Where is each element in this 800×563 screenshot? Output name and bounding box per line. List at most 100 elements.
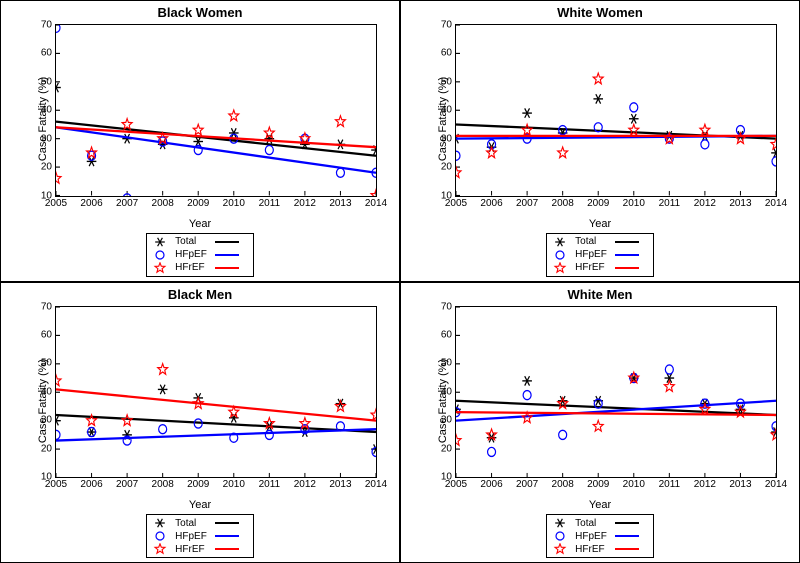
legend: Total HFpEF HFrEF (146, 233, 254, 277)
xtick-label: 2014 (365, 477, 387, 490)
x-axis-label: Year (401, 217, 799, 231)
panel-1: White Women Case Fatality (%) 1020304050… (400, 0, 800, 282)
panel-title: White Men (401, 283, 799, 304)
xtick-label: 2005 (45, 477, 67, 490)
legend-line-hfpef (615, 254, 639, 256)
legend-line-total (615, 522, 639, 524)
ytick-label: 60 (441, 329, 456, 340)
x-axis-label: Year (401, 498, 799, 512)
trendline-hfref (56, 127, 376, 147)
legend-label-hfref: HFrEF (175, 544, 207, 555)
xtick-label: 2008 (552, 477, 574, 490)
ytick-label: 30 (441, 415, 456, 426)
legend-line-hfref (215, 548, 239, 550)
legend-marker-total (553, 236, 567, 248)
xtick-label: 2013 (729, 477, 751, 490)
ytick-label: 70 (441, 301, 456, 312)
chart-box: 10203040506070 2005200620072008200920102… (55, 306, 377, 479)
trendline-hfref (56, 389, 376, 420)
xtick-label: 2009 (587, 196, 609, 209)
chart-box: 10203040506070 2005200620072008200920102… (55, 24, 377, 197)
legend-marker-total (153, 517, 167, 529)
xtick-label: 2005 (445, 477, 467, 490)
ytick-label: 40 (441, 386, 456, 397)
xtick-label: 2010 (223, 477, 245, 490)
legend-label-total: Total (575, 236, 607, 247)
legend-line-hfref (615, 548, 639, 550)
legend-label-hfpef: HFpEF (575, 531, 607, 542)
legend-label-hfref: HFrEF (175, 262, 207, 273)
ytick-label: 50 (441, 358, 456, 369)
legend-marker-hfpef (153, 249, 167, 261)
legend-marker-hfpef (553, 249, 567, 261)
ytick-label: 70 (41, 301, 56, 312)
xtick-label: 2014 (765, 477, 787, 490)
trendline-total (56, 414, 376, 431)
legend-line-total (615, 241, 639, 243)
xtick-label: 2012 (294, 477, 316, 490)
ytick-label: 20 (441, 162, 456, 173)
legend-marker-hfpef (553, 530, 567, 542)
xtick-label: 2008 (552, 196, 574, 209)
legend-label-total: Total (175, 518, 207, 529)
ytick-label: 50 (41, 358, 56, 369)
xtick-label: 2007 (516, 196, 538, 209)
ytick-label: 50 (41, 76, 56, 87)
xtick-label: 2008 (152, 196, 174, 209)
xtick-label: 2006 (480, 477, 502, 490)
ytick-label: 60 (441, 48, 456, 59)
ytick-label: 60 (41, 329, 56, 340)
xtick-label: 2011 (259, 196, 281, 209)
y-axis-label: Case Fatality (%) (437, 359, 449, 443)
xtick-label: 2009 (187, 477, 209, 490)
ytick-label: 40 (441, 105, 456, 116)
xtick-label: 2014 (365, 196, 387, 209)
ytick-label: 20 (41, 443, 56, 454)
legend-label-hfref: HFrEF (575, 544, 607, 555)
xtick-label: 2006 (80, 196, 102, 209)
legend-line-hfpef (615, 535, 639, 537)
panel-2: Black Men Case Fatality (%) 102030405060… (0, 282, 400, 563)
chart-plot (456, 25, 776, 196)
panel-title: Black Women (1, 1, 399, 22)
legend: Total HFpEF HFrEF (146, 514, 254, 558)
xtick-label: 2011 (659, 477, 681, 490)
xtick-label: 2009 (187, 196, 209, 209)
xtick-label: 2010 (623, 196, 645, 209)
legend-line-hfref (615, 267, 639, 269)
ytick-label: 70 (41, 20, 56, 31)
legend-label-total: Total (575, 518, 607, 529)
panel-title: Black Men (1, 283, 399, 304)
xtick-label: 2006 (480, 196, 502, 209)
xtick-label: 2007 (516, 477, 538, 490)
xtick-label: 2007 (116, 477, 138, 490)
legend-label-total: Total (175, 236, 207, 247)
xtick-label: 2013 (329, 196, 351, 209)
ytick-label: 50 (441, 76, 456, 87)
xtick-label: 2012 (694, 477, 716, 490)
legend-line-hfpef (215, 254, 239, 256)
legend-marker-total (153, 236, 167, 248)
trendline-hfpef (56, 429, 376, 440)
legend-label-hfpef: HFpEF (175, 249, 207, 260)
ytick-label: 40 (41, 386, 56, 397)
legend: Total HFpEF HFrEF (546, 233, 654, 277)
legend: Total HFpEF HFrEF (546, 514, 654, 558)
chart-box: 10203040506070 2005200620072008200920102… (455, 306, 777, 479)
y-axis-label: Case Fatality (%) (37, 77, 49, 161)
xtick-label: 2013 (729, 196, 751, 209)
chart-plot (56, 307, 376, 478)
xtick-label: 2012 (694, 196, 716, 209)
ytick-label: 20 (41, 162, 56, 173)
xtick-label: 2012 (294, 196, 316, 209)
panel-0: Black Women Case Fatality (%) 1020304050… (0, 0, 400, 282)
legend-marker-hfref (153, 262, 167, 274)
legend-marker-hfref (553, 262, 567, 274)
chart-plot (456, 307, 776, 478)
legend-line-total (215, 522, 239, 524)
xtick-label: 2007 (116, 196, 138, 209)
ytick-label: 40 (41, 105, 56, 116)
x-axis-label: Year (1, 217, 399, 231)
ytick-label: 20 (441, 443, 456, 454)
ytick-label: 70 (441, 20, 456, 31)
